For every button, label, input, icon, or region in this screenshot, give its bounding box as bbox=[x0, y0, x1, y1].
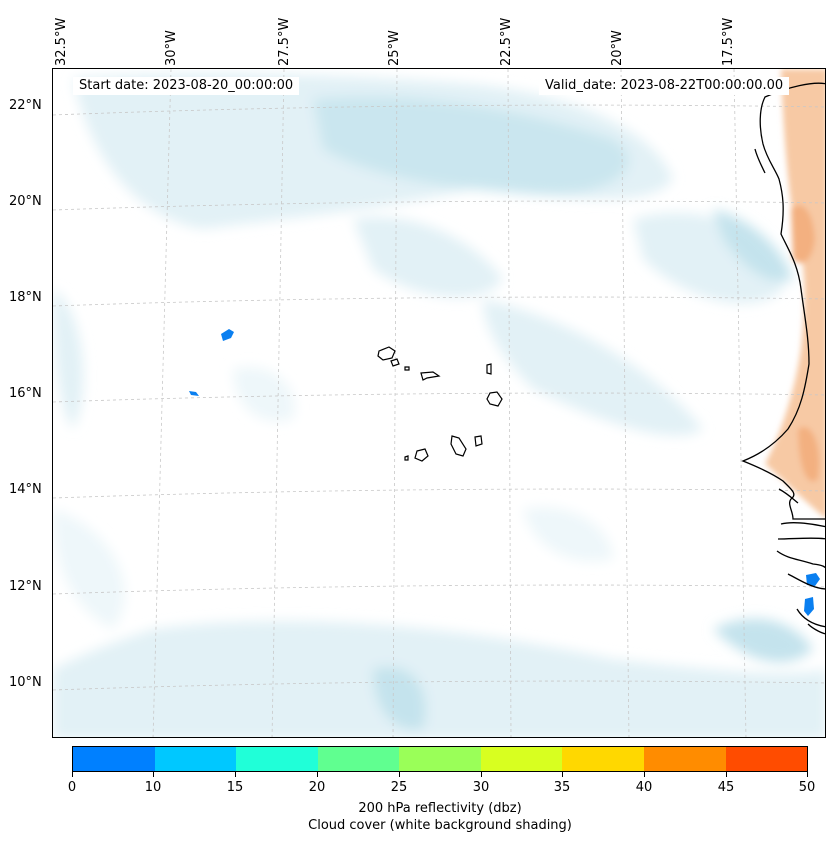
colorbar-tick bbox=[562, 772, 563, 777]
colorbar-tick bbox=[726, 772, 727, 777]
colorbar-tick bbox=[807, 772, 808, 777]
colorbar-tick bbox=[235, 772, 236, 777]
lon-label-32-5w: 32.5°W bbox=[54, 17, 69, 66]
colorbar-tick-label: 30 bbox=[472, 780, 490, 795]
lon-label-22-5w: 22.5°W bbox=[499, 17, 514, 66]
colorbar-tick bbox=[481, 772, 482, 777]
lat-label-14n: 14°N bbox=[9, 482, 42, 497]
colorbar-tick-label: 25 bbox=[390, 780, 408, 795]
africa-coastline bbox=[741, 82, 825, 635]
colorbar-segment-40-45 bbox=[643, 747, 726, 771]
start-date-label: Start date: 2023-08-20_00:00:00 bbox=[73, 77, 300, 95]
reflectivity-cells bbox=[189, 329, 820, 616]
colorbar-tick bbox=[317, 772, 318, 777]
colorbar bbox=[72, 746, 808, 772]
colorbar-segment-45-50 bbox=[725, 747, 808, 771]
colorbar-tick-label: 35 bbox=[553, 780, 571, 795]
colorbar-subtitle: Cloud cover (white background shading) bbox=[308, 818, 572, 833]
lon-label-27-5w: 27.5°W bbox=[277, 17, 292, 66]
graticule-grid bbox=[53, 69, 825, 737]
colorbar-tick-label: 15 bbox=[226, 780, 244, 795]
lat-label-20n: 20°N bbox=[9, 194, 42, 209]
colorbar-tick bbox=[399, 772, 400, 777]
colorbar-segment-0-10 bbox=[73, 747, 155, 771]
colorbar-tick bbox=[72, 772, 73, 777]
lat-label-12n: 12°N bbox=[9, 579, 42, 594]
valid-date-label: Valid_date: 2023-08-22T00:00:00.00 bbox=[539, 77, 790, 95]
colorbar-tick-label: 40 bbox=[635, 780, 653, 795]
coastal-warm-shading bbox=[765, 69, 825, 518]
colorbar-segment-20-25 bbox=[317, 747, 400, 771]
colorbar-segment-25-30 bbox=[399, 747, 481, 771]
cloud-cover-shading bbox=[53, 73, 825, 737]
colorbar-tick bbox=[644, 772, 645, 777]
lat-label-16n: 16°N bbox=[9, 386, 42, 401]
colorbar-tick bbox=[153, 772, 154, 777]
colorbar-segment-10-15 bbox=[154, 747, 237, 771]
colorbar-tick-label: 20 bbox=[308, 780, 326, 795]
lat-label-10n: 10°N bbox=[9, 675, 42, 690]
map-canvas bbox=[53, 69, 825, 737]
map-panel[interactable] bbox=[52, 68, 826, 738]
colorbar-title: 200 hPa reflectivity (dbz) bbox=[358, 801, 522, 816]
colorbar-segment-35-40 bbox=[562, 747, 644, 771]
colorbar-tick-label: 10 bbox=[144, 780, 162, 795]
lat-label-18n: 18°N bbox=[9, 290, 42, 305]
lat-label-22n: 22°N bbox=[9, 98, 42, 113]
colorbar-segment-30-35 bbox=[480, 747, 563, 771]
colorbar-tick-label: 0 bbox=[67, 780, 77, 795]
cape-verde-islands bbox=[377, 346, 503, 462]
lon-label-20w: 20°W bbox=[610, 30, 625, 66]
lon-label-30w: 30°W bbox=[164, 30, 179, 66]
colorbar-tick-label: 45 bbox=[717, 780, 735, 795]
colorbar-tick-label: 50 bbox=[798, 780, 816, 795]
lon-label-17-5w: 17.5°W bbox=[721, 17, 736, 66]
lon-label-25w: 25°W bbox=[387, 30, 402, 66]
colorbar-segment-15-20 bbox=[236, 747, 318, 771]
